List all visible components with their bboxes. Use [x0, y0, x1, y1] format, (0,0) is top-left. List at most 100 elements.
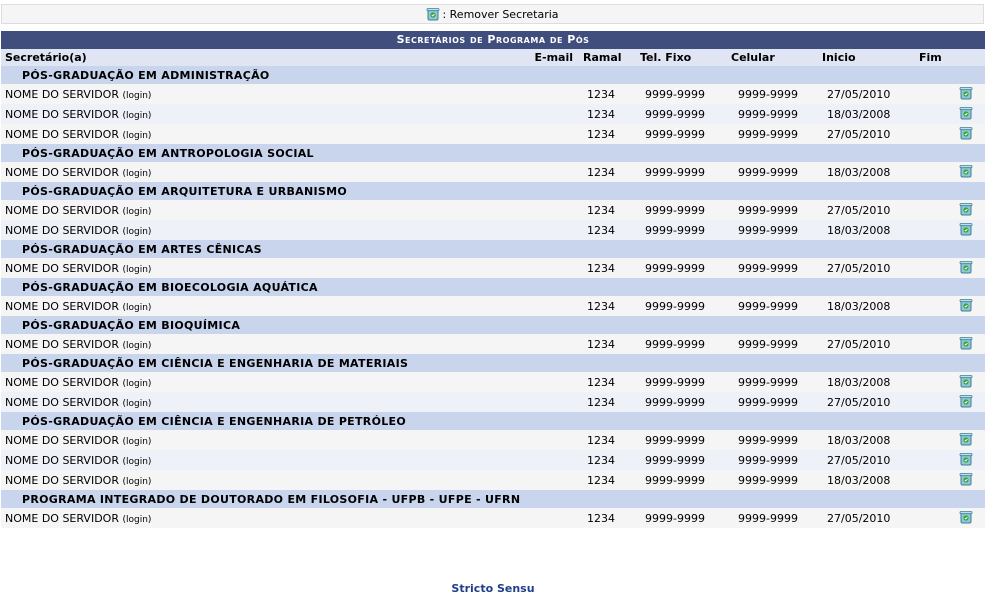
secretary-name: NOME DO SERVIDOR: [5, 299, 119, 313]
secretary-name: NOME DO SERVIDOR: [5, 337, 119, 351]
group-row: PÓS-GRADUAÇÃO EM ANTROPOLOGIA SOCIAL: [1, 144, 985, 162]
remove-secretary-trash-icon[interactable]: [959, 106, 973, 120]
ramal-cell: 1234: [579, 430, 636, 450]
header-name: Secretário(a): [1, 49, 521, 66]
secretary-name-cell: NOME DO SERVIDOR (login): [1, 258, 521, 278]
cel-cell: 9999-9999: [727, 220, 818, 240]
secretary-login: (login): [122, 514, 152, 525]
table-row: NOME DO SERVIDOR (login) 1234 9999-9999 999…: [1, 450, 985, 470]
header-inicio: Inicio: [818, 49, 915, 66]
remove-secretary-trash-icon[interactable]: [959, 374, 973, 388]
cel-cell: 9999-9999: [727, 162, 818, 182]
remove-secretary-trash-icon[interactable]: [959, 432, 973, 446]
secretary-name: NOME DO SERVIDOR: [5, 165, 119, 179]
remove-cell: [915, 334, 985, 354]
remove-secretary-trash-icon[interactable]: [959, 452, 973, 466]
remove-cell: [915, 392, 985, 412]
inicio-cell: 27/05/2010: [818, 334, 915, 354]
remove-secretary-trash-icon[interactable]: [959, 86, 973, 100]
remove-secretary-trash-icon[interactable]: [959, 472, 973, 486]
ramal-cell: 1234: [579, 334, 636, 354]
secretary-name: NOME DO SERVIDOR: [5, 203, 119, 217]
secretary-name-cell: NOME DO SERVIDOR (login): [1, 450, 521, 470]
email-cell: [521, 450, 579, 470]
inicio-cell: 27/05/2010: [818, 124, 915, 144]
secretary-name-cell: NOME DO SERVIDOR (login): [1, 392, 521, 412]
secretary-name: NOME DO SERVIDOR: [5, 87, 119, 101]
remove-cell: [915, 470, 985, 490]
email-cell: [521, 84, 579, 104]
remove-secretary-trash-icon[interactable]: [959, 394, 973, 408]
group-title: PÓS-GRADUAÇÃO EM CIÊNCIA E ENGENHARIA DE…: [1, 354, 985, 372]
inicio-cell: 18/03/2008: [818, 104, 915, 124]
cel-cell: 9999-9999: [727, 334, 818, 354]
stricto-sensu-link[interactable]: Stricto Sensu: [451, 582, 535, 595]
legend-bar: : Remover Secretaria: [1, 4, 984, 24]
inicio-cell: 18/03/2008: [818, 162, 915, 182]
group-title: PÓS-GRADUAÇÃO EM ADMINISTRAÇÃO: [1, 66, 985, 84]
inicio-cell: 27/05/2010: [818, 84, 915, 104]
secretary-login: (login): [122, 476, 152, 487]
tel-cell: 9999-9999: [636, 104, 727, 124]
email-cell: [521, 296, 579, 316]
ramal-cell: 1234: [579, 162, 636, 182]
secretary-login: (login): [122, 378, 152, 389]
table-row: NOME DO SERVIDOR (login) 1234 9999-9999 999…: [1, 334, 985, 354]
email-cell: [521, 508, 579, 528]
email-cell: [521, 430, 579, 450]
group-title: PÓS-GRADUAÇÃO EM BIOQUÍMICA: [1, 316, 985, 334]
remove-secretary-trash-icon[interactable]: [959, 336, 973, 350]
secretary-login: (login): [122, 398, 152, 409]
group-row: PROGRAMA INTEGRADO DE DOUTORADO EM FILOS…: [1, 490, 985, 508]
secretary-name: NOME DO SERVIDOR: [5, 261, 119, 275]
secretary-name: NOME DO SERVIDOR: [5, 395, 119, 409]
remove-secretary-trash-icon[interactable]: [959, 202, 973, 216]
tel-cell: 9999-9999: [636, 334, 727, 354]
table-row: NOME DO SERVIDOR (login) 1234 9999-9999 999…: [1, 104, 985, 124]
tel-cell: 9999-9999: [636, 372, 727, 392]
table-row: NOME DO SERVIDOR (login) 1234 9999-9999 999…: [1, 508, 985, 528]
tel-cell: 9999-9999: [636, 470, 727, 490]
remove-cell: [915, 200, 985, 220]
tel-cell: 9999-9999: [636, 450, 727, 470]
secretary-name-cell: NOME DO SERVIDOR (login): [1, 470, 521, 490]
ramal-cell: 1234: [579, 508, 636, 528]
remove-cell: [915, 430, 985, 450]
remove-secretary-trash-icon[interactable]: [959, 164, 973, 178]
tel-cell: 9999-9999: [636, 200, 727, 220]
remove-cell: [915, 372, 985, 392]
cel-cell: 9999-9999: [727, 450, 818, 470]
secretary-name: NOME DO SERVIDOR: [5, 511, 119, 525]
secretary-login: (login): [122, 302, 152, 313]
table-row: NOME DO SERVIDOR (login) 1234 9999-9999 999…: [1, 296, 985, 316]
inicio-cell: 18/03/2008: [818, 296, 915, 316]
table-row: NOME DO SERVIDOR (login) 1234 9999-9999 999…: [1, 258, 985, 278]
secretary-name: NOME DO SERVIDOR: [5, 433, 119, 447]
remove-secretary-trash-icon[interactable]: [959, 298, 973, 312]
trash-icon: [426, 7, 440, 21]
group-row: PÓS-GRADUAÇÃO EM ARTES CÊNICAS: [1, 240, 985, 258]
ramal-cell: 1234: [579, 470, 636, 490]
inicio-cell: 27/05/2010: [818, 200, 915, 220]
cel-cell: 9999-9999: [727, 430, 818, 450]
remove-cell: [915, 450, 985, 470]
email-cell: [521, 372, 579, 392]
secretary-name: NOME DO SERVIDOR: [5, 473, 119, 487]
secretary-login: (login): [122, 264, 152, 275]
remove-cell: [915, 258, 985, 278]
email-cell: [521, 220, 579, 240]
table-row: NOME DO SERVIDOR (login) 1234 9999-9999 999…: [1, 124, 985, 144]
secretary-login: (login): [122, 206, 152, 217]
remove-secretary-trash-icon[interactable]: [959, 510, 973, 524]
remove-secretary-trash-icon[interactable]: [959, 126, 973, 140]
table-row: NOME DO SERVIDOR (login) 1234 9999-9999 999…: [1, 470, 985, 490]
secretary-name-cell: NOME DO SERVIDOR (login): [1, 220, 521, 240]
tel-cell: 9999-9999: [636, 84, 727, 104]
inicio-cell: 18/03/2008: [818, 372, 915, 392]
tel-cell: 9999-9999: [636, 392, 727, 412]
cel-cell: 9999-9999: [727, 258, 818, 278]
remove-secretary-trash-icon[interactable]: [959, 222, 973, 236]
secretary-name-cell: NOME DO SERVIDOR (login): [1, 124, 521, 144]
remove-secretary-trash-icon[interactable]: [959, 260, 973, 274]
remove-cell: [915, 104, 985, 124]
